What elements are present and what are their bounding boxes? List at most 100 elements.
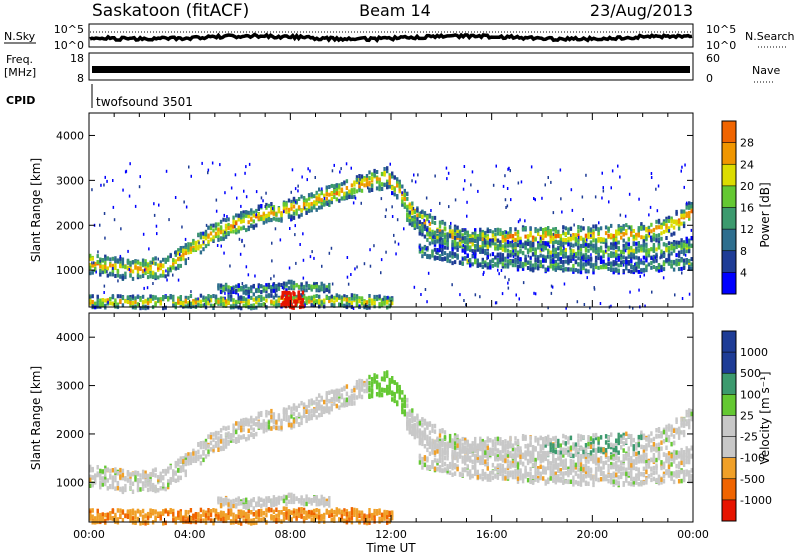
power-cell [675, 259, 678, 264]
velocity-cell [328, 510, 331, 515]
power-cell [345, 191, 349, 196]
velocity-cell [129, 511, 132, 516]
power-scatter-cell [203, 302, 206, 306]
power-cell [466, 243, 469, 247]
power-cell [222, 297, 225, 302]
power-scatter-cell [205, 223, 208, 227]
power-cell [572, 263, 575, 268]
power-scatter-cell [195, 304, 197, 308]
power-cell [597, 265, 600, 270]
power-cell [672, 246, 676, 251]
power-cell [229, 290, 233, 295]
power-cell [247, 210, 250, 215]
power-cell [677, 240, 681, 245]
power-cell [207, 296, 210, 301]
power-cell [224, 218, 228, 223]
power-cell [275, 288, 278, 293]
velocity-cell [129, 515, 132, 520]
velocity-cell [307, 497, 311, 502]
power-cell [451, 254, 454, 259]
velocity-cell [297, 512, 301, 517]
velocity-cell [265, 512, 268, 518]
power-cell [484, 233, 487, 238]
velocity-cell [265, 413, 268, 418]
power-cell [285, 288, 288, 293]
power-cell [640, 235, 643, 240]
velocity-cell [285, 509, 288, 515]
velocity-cell [149, 513, 152, 519]
power-scatter-cell [504, 198, 507, 202]
power-cell [564, 248, 567, 252]
power-cell [481, 246, 484, 251]
power-scatter-cell [624, 214, 627, 218]
velocity-cell [144, 473, 147, 478]
power-cell [187, 245, 190, 250]
velocity-cell [212, 437, 215, 442]
power-cell [506, 259, 510, 264]
power-scatter-cell [573, 223, 575, 227]
velocity-cell [378, 392, 381, 398]
power-scatter-cell [534, 198, 536, 202]
power-cell [451, 239, 454, 244]
velocity-cell [224, 436, 228, 442]
power-cell [564, 251, 567, 256]
power-cell [612, 246, 615, 251]
velocity-cell [136, 516, 140, 522]
velocity-cell [267, 420, 271, 425]
power-cell [524, 245, 527, 250]
power-cell [630, 265, 633, 270]
power-cell [338, 198, 341, 203]
power-cell [514, 243, 517, 247]
power-cell [529, 260, 532, 265]
power-cell [652, 245, 656, 250]
power-cell [531, 242, 535, 247]
velocity-cell [237, 497, 240, 502]
velocity-cell [375, 511, 379, 516]
power-cell [416, 217, 419, 222]
power-cell [650, 261, 653, 265]
power-cell [531, 252, 535, 257]
power-cell [189, 301, 193, 306]
power-cell [360, 174, 364, 179]
power-cell [338, 184, 341, 189]
power-scatter-cell [465, 303, 467, 307]
power-cell [235, 284, 238, 289]
power-cell [328, 201, 331, 206]
power-cell [524, 262, 527, 267]
power-cell [622, 238, 625, 243]
power-cell [660, 265, 663, 270]
power-cell [310, 201, 313, 206]
power-cell [340, 295, 344, 300]
power-cell [657, 265, 661, 270]
velocity-cell [144, 513, 147, 518]
velocity-cell [380, 512, 384, 518]
velocity-cell [141, 514, 145, 520]
power-scatter-cell [508, 278, 510, 282]
velocity-cell [285, 515, 288, 520]
velocity-cell [262, 510, 265, 516]
power-cell [157, 275, 160, 280]
power-cell [584, 260, 588, 264]
power-cell [491, 233, 495, 238]
power-cell [212, 294, 215, 298]
power-strong-cell [287, 303, 291, 308]
power-scatter-cell [688, 292, 691, 296]
power-cell [267, 282, 271, 287]
power-cell [255, 214, 258, 219]
power-colorbar-tick-label: 4 [740, 266, 747, 279]
velocity-cell [229, 499, 233, 504]
power-cell [172, 295, 175, 300]
power-strong-cell [283, 290, 286, 295]
power-cell [491, 263, 495, 268]
power-scatter-cell [369, 264, 372, 268]
power-cell [690, 262, 693, 267]
velocity-cell [154, 473, 157, 478]
power-cell [318, 285, 321, 290]
velocity-cell [214, 511, 218, 517]
velocity-cell [355, 385, 359, 390]
power-cell [514, 231, 517, 236]
power-cell [438, 256, 442, 261]
power-cell [464, 231, 467, 236]
station-title: Saskatoon (fitACF) [92, 1, 249, 21]
power-cell [285, 202, 288, 207]
